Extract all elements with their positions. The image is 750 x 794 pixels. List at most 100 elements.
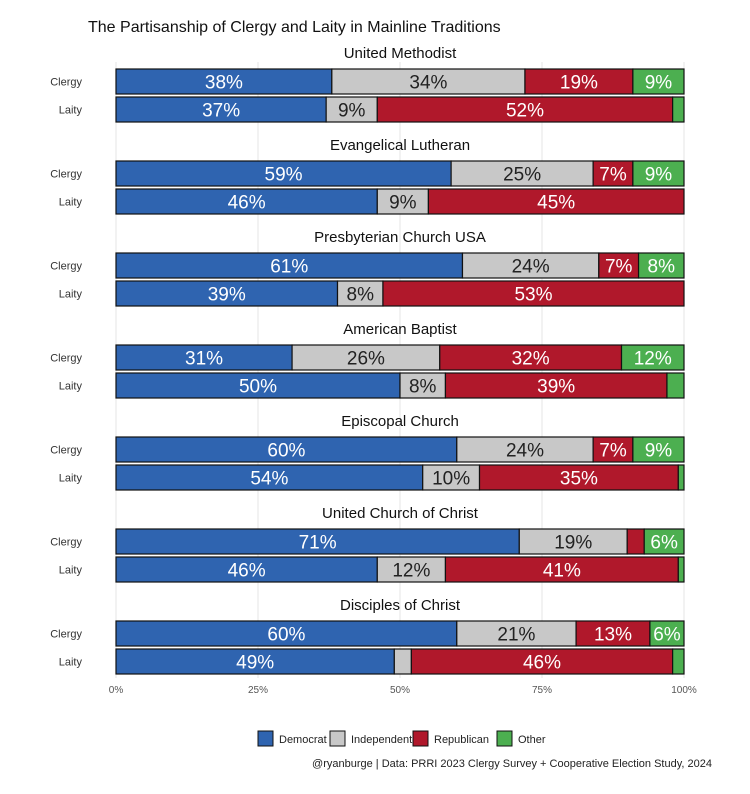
row-label: Clergy: [50, 261, 82, 273]
bar-segment: [115, 280, 339, 307]
bar-segment: [376, 188, 429, 215]
bar-segment: [115, 620, 458, 647]
data-label: 46%: [228, 561, 266, 582]
chart-title: The Partisanship of Clergy and Laity in …: [88, 19, 501, 36]
bar-segment: [649, 620, 685, 647]
bar-segment: [115, 528, 520, 555]
row-label: Clergy: [50, 537, 82, 549]
bar-segment: [677, 556, 685, 583]
data-label: 24%: [512, 257, 550, 278]
bar-row: Clergy 31% 26% 32% 12%: [50, 344, 685, 371]
data-label: 39%: [537, 377, 575, 398]
data-label: 39%: [208, 285, 246, 306]
panels: United Methodist Clergy 38% 34% 19% 9% Laity 37…: [50, 45, 685, 675]
bar-segment: [376, 96, 674, 123]
data-label: 52%: [506, 101, 544, 122]
panel: United Church of Christ Clergy 71% 19% 6% Lai…: [50, 505, 685, 583]
data-label: 35%: [560, 469, 598, 490]
bar-segment: [456, 620, 577, 647]
data-label: 37%: [202, 101, 240, 122]
data-label: 24%: [506, 441, 544, 462]
data-label: 8%: [347, 285, 375, 306]
bar-segment: [677, 464, 685, 491]
legend-swatch: [496, 730, 513, 747]
bar-segment: [524, 68, 634, 95]
data-label: 9%: [645, 73, 673, 94]
panel: Episcopal Church Clergy 60% 24% 7% 9% Laity 54%…: [50, 413, 685, 491]
bar-row: Clergy 59% 25% 7% 9%: [50, 160, 685, 187]
bar-segment: [115, 556, 378, 583]
data-label: 41%: [543, 561, 581, 582]
bar-segment: [632, 436, 685, 463]
x-tick-label: 50%: [390, 685, 410, 696]
bar-segment: [632, 68, 685, 95]
bar-row: Laity 46% 9% 45%: [59, 188, 685, 215]
data-label: 38%: [205, 73, 243, 94]
data-label: 9%: [645, 441, 673, 462]
bar-segment: [672, 648, 685, 675]
bar-segment: [410, 648, 674, 675]
bar-segment: [666, 372, 685, 399]
data-label: 8%: [648, 257, 676, 278]
bar-segment: [620, 344, 685, 371]
row-label: Laity: [59, 657, 83, 669]
data-label: 21%: [497, 625, 535, 646]
data-label: 59%: [265, 165, 303, 186]
legend-label: Other: [518, 734, 546, 746]
bar-segment: [444, 372, 668, 399]
data-label: 53%: [514, 285, 552, 306]
data-label: 12%: [634, 349, 672, 370]
panel-title: United Church of Christ: [322, 505, 479, 522]
legend-label: Republican: [434, 734, 489, 746]
bar-segment: [291, 344, 441, 371]
bar-segment: [439, 344, 623, 371]
bar-segment: [632, 160, 685, 187]
bar-segment: [456, 436, 594, 463]
data-label: 9%: [338, 101, 366, 122]
data-label: 13%: [594, 625, 632, 646]
data-label: 9%: [389, 193, 417, 214]
panel: United Methodist Clergy 38% 34% 19% 9% Laity 37…: [50, 45, 685, 123]
panel-title: Episcopal Church: [341, 413, 459, 430]
bar-row: Laity 49% 46%: [59, 648, 685, 675]
legend-item: Democrat: [257, 730, 327, 747]
bar-row: Clergy 60% 24% 7% 9%: [50, 436, 685, 463]
bar-segment: [115, 436, 458, 463]
data-label: 60%: [267, 625, 305, 646]
data-label: 8%: [409, 377, 437, 398]
x-tick-label: 25%: [248, 685, 268, 696]
bar-segment: [382, 280, 685, 307]
panel-title: United Methodist: [344, 45, 457, 62]
legend-label: Democrat: [279, 734, 327, 746]
data-label: 19%: [554, 533, 592, 554]
data-label: 7%: [599, 165, 627, 186]
data-label: 46%: [228, 193, 266, 214]
legend: Democrat Independent Republican Other: [257, 730, 546, 747]
bar-row: Laity 50% 8% 39%: [59, 372, 685, 399]
bar-segment: [478, 464, 679, 491]
data-label: 9%: [645, 165, 673, 186]
row-label: Clergy: [50, 629, 82, 641]
row-label: Laity: [59, 381, 83, 393]
data-label: 12%: [392, 561, 430, 582]
row-label: Laity: [59, 197, 83, 209]
bar-segment: [115, 344, 293, 371]
bar-segment: [575, 620, 651, 647]
bar-segment: [393, 648, 412, 675]
row-label: Laity: [59, 565, 83, 577]
bar-segment: [115, 68, 333, 95]
bar-segment: [672, 96, 685, 123]
row-label: Clergy: [50, 77, 82, 89]
x-tick-label: 0%: [109, 685, 124, 696]
row-label: Clergy: [50, 445, 82, 457]
bar-row: Clergy 71% 19% 6%: [50, 528, 685, 555]
bar-row: Clergy 38% 34% 19% 9%: [50, 68, 685, 95]
x-tick-label: 100%: [671, 685, 697, 696]
bar-segment: [626, 528, 645, 555]
legend-item: Independent: [329, 730, 412, 747]
row-label: Clergy: [50, 169, 82, 181]
data-label: 10%: [432, 469, 470, 490]
bar-segment: [115, 96, 327, 123]
